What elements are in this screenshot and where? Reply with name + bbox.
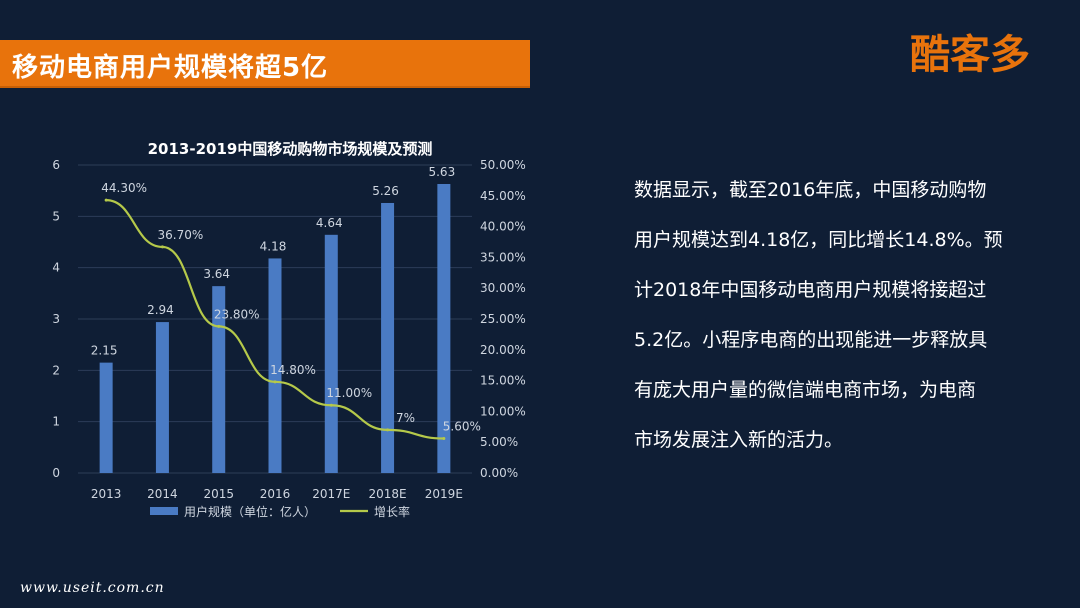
chart-container: 2013-2019中国移动购物市场规模及预测 0 1 2 3 4 5 6 0.00% 5.00% 1…	[40, 130, 560, 530]
y-left-tick-label: 4	[52, 261, 60, 275]
y-right-tick-label: 0.00%	[480, 466, 518, 480]
legend-bar-swatch	[150, 507, 178, 515]
bar	[324, 234, 338, 473]
footer-url: www.useit.com.cn	[20, 580, 165, 596]
bar	[437, 183, 451, 473]
description-line: 市场发展注入新的活力。	[634, 429, 844, 451]
x-tick-label: 2014	[147, 487, 178, 501]
y-right-tick-label: 25.00%	[480, 312, 526, 326]
bar-value-label: 2.15	[91, 344, 118, 358]
description-line: 用户规模达到4.18亿，同比增长14.8%。预	[634, 229, 1003, 251]
x-tick-label: 2019E	[425, 487, 463, 501]
bar	[268, 258, 282, 473]
growth-rate-point	[160, 245, 164, 249]
growth-rate-point	[386, 428, 390, 432]
legend-line-label: 增长率	[374, 504, 410, 519]
growth-rate-point	[442, 437, 446, 441]
y-left-tick-label: 3	[52, 312, 60, 326]
y-left-tick-label: 2	[52, 363, 60, 377]
market-chart: 2013-2019中国移动购物市场规模及预测 0 1 2 3 4 5 6 0.00% 5.00% 1…	[52, 140, 526, 519]
growth-rate-label: 23.80%	[214, 307, 260, 321]
growth-rate-label: 36.70%	[158, 228, 204, 242]
title-bar: 移动电商用户规模将超5亿	[0, 40, 530, 88]
description-line: 5.2亿。小程序电商的出现能进一步释放具	[634, 329, 988, 351]
y-left-tick-label: 6	[52, 158, 60, 172]
y-right-tick-label: 35.00%	[480, 250, 526, 264]
bar-value-label: 4.64	[316, 216, 343, 230]
description-line: 数据显示，截至2016年底，中国移动购物	[634, 179, 987, 201]
bar-value-label: 5.26	[372, 184, 399, 198]
x-tick-label: 2017E	[312, 487, 350, 501]
y-right-tick-label: 15.00%	[480, 374, 526, 388]
y-left-tick-label: 1	[52, 415, 60, 429]
y-right-tick-label: 50.00%	[480, 158, 526, 172]
x-tick-label: 2018E	[369, 487, 407, 501]
bar-value-label: 5.63	[428, 165, 455, 179]
y-right-tick-label: 40.00%	[480, 220, 526, 234]
growth-rate-point	[329, 403, 333, 407]
legend-bar-label: 用户规模（单位：亿人）	[184, 504, 316, 519]
growth-rate-label: 14.80%	[270, 363, 316, 377]
growth-rate-label: 11.00%	[326, 386, 372, 400]
page-title: 移动电商用户规模将超5亿	[12, 53, 329, 83]
growth-rate-point	[104, 198, 108, 202]
y-left-tick-label: 0	[52, 466, 60, 480]
y-right-tick-label: 5.00%	[480, 435, 518, 449]
growth-rate-point	[273, 380, 277, 384]
bar	[212, 286, 226, 473]
y-left-tick-label: 5	[52, 209, 60, 223]
bar-value-label: 3.64	[203, 267, 230, 281]
growth-rate-label: 7%	[396, 411, 415, 425]
y-right-tick-label: 20.00%	[480, 343, 526, 357]
growth-rate-label: 5.60%	[443, 420, 481, 434]
y-right-tick-label: 10.00%	[480, 404, 526, 418]
bar	[99, 362, 113, 473]
description-text: 数据显示，截至2016年底，中国移动购物 用户规模达到4.18亿，同比增长14.…	[634, 165, 1034, 465]
x-tick-label: 2015	[203, 487, 234, 501]
bar	[155, 322, 169, 473]
growth-rate-label: 44.30%	[101, 181, 147, 195]
x-tick-label: 2013	[91, 487, 122, 501]
growth-rate-point	[217, 324, 221, 328]
brand-logo: 酷客多	[910, 32, 1030, 78]
bar-value-label: 2.94	[147, 303, 174, 317]
y-right-tick-label: 45.00%	[480, 189, 526, 203]
bar	[381, 202, 395, 473]
description-line: 有庞大用户量的微信端电商市场，为电商	[634, 379, 977, 401]
y-right-tick-label: 30.00%	[480, 281, 526, 295]
chart-title: 2013-2019中国移动购物市场规模及预测	[148, 140, 433, 158]
x-tick-label: 2016	[260, 487, 291, 501]
bar-value-label: 4.18	[260, 239, 287, 253]
description-line: 计2018年中国移动电商用户规模将接超过	[634, 279, 987, 301]
